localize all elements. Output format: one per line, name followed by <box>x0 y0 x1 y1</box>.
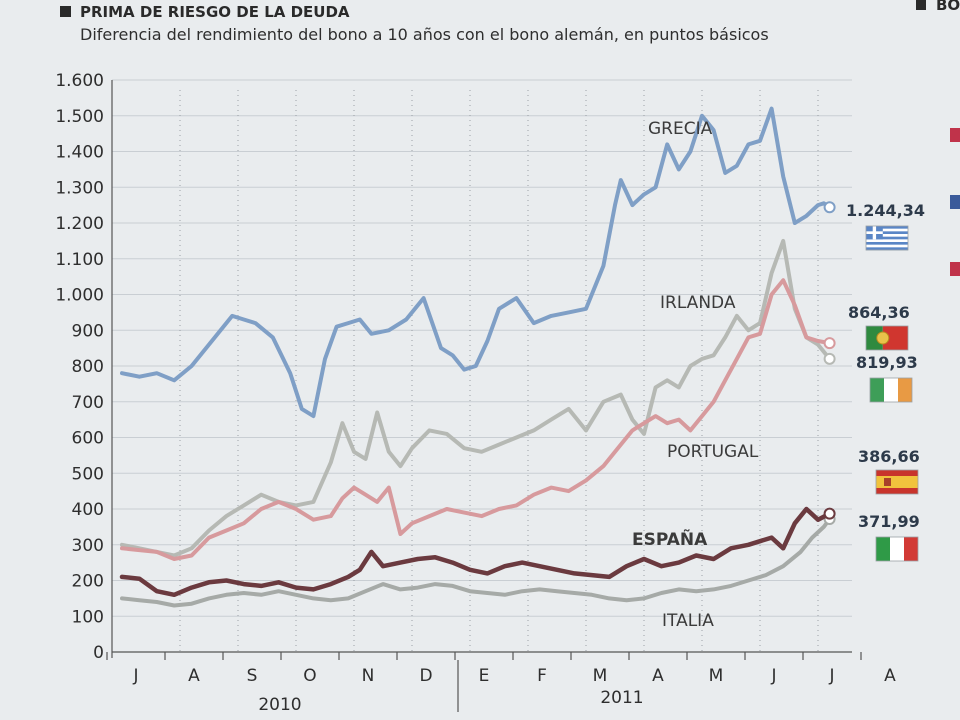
year-label-2010: 2010 <box>258 695 301 715</box>
y-tick-label: 0 <box>93 643 104 663</box>
y-tick-label: 800 <box>72 357 104 377</box>
end-value-italia: 371,99 <box>858 512 920 531</box>
y-tick-label: 400 <box>72 500 104 520</box>
y-tick-label: 300 <box>72 536 104 556</box>
y-tick-label: 600 <box>72 429 104 449</box>
series-line-espana <box>119 506 832 598</box>
x-tick-label: M <box>593 666 608 686</box>
axes: 0 100 200 300 400 500 600 700 800 900 1.000 1.100 1.… <box>55 71 896 715</box>
y-tick-label: 1.200 <box>55 214 104 234</box>
series-labels: GRECIA IRLANDA PORTUGAL ESPAÑA ITALIA <box>632 119 759 631</box>
x-tick-label: F <box>537 666 547 686</box>
series-endpoint-marker <box>823 201 836 214</box>
side-title-bullet-icon <box>916 0 926 10</box>
spain-flag-icon <box>875 469 919 495</box>
end-value-espana: 386,66 <box>858 447 920 466</box>
portugal-flag-icon <box>865 325 909 351</box>
series-label-italia: ITALIA <box>662 611 714 631</box>
series-lines <box>119 106 836 608</box>
end-value-portugal: 864,36 <box>848 303 910 322</box>
y-tick-label: 1.400 <box>55 143 104 163</box>
series-endpoint-marker <box>823 507 836 520</box>
y-tick-label: 200 <box>72 572 104 592</box>
title-bullet-icon <box>60 6 71 17</box>
end-values: 1.244,34 819,93 864,36 386,66 371,99 <box>846 201 925 562</box>
y-tick-label: 1.500 <box>55 107 104 127</box>
y-tick-label: 1.300 <box>55 178 104 198</box>
series-label-portugal: PORTUGAL <box>667 442 759 462</box>
x-tick-label: D <box>419 666 432 686</box>
side-tab-marker <box>950 195 960 209</box>
side-chart-title-fragment: BO <box>936 0 960 14</box>
x-tick-label: J <box>770 666 776 686</box>
y-tick-label: 900 <box>72 321 104 341</box>
chart-subtitle: Diferencia del rendimiento del bono a 10… <box>80 25 769 44</box>
y-tick-label: 700 <box>72 393 104 413</box>
series-endpoint-marker <box>823 352 836 365</box>
italy-flag-icon <box>875 536 919 562</box>
y-tick-label: 1.100 <box>55 250 104 270</box>
x-tick-label: A <box>652 666 664 686</box>
x-tick-label: O <box>303 666 316 686</box>
x-tick-label: A <box>884 666 896 686</box>
x-tick-label: J <box>828 666 834 686</box>
x-tick-label: E <box>479 666 490 686</box>
year-label-2011: 2011 <box>600 688 643 708</box>
side-tab-marker <box>950 128 960 142</box>
series-line-portugal <box>120 278 832 561</box>
series-label-irlanda: IRLANDA <box>660 293 736 313</box>
series-line-italia <box>120 517 832 608</box>
y-tick-label: 500 <box>72 464 104 484</box>
x-tick-label: M <box>709 666 724 686</box>
series-label-espana: ESPAÑA <box>632 527 708 550</box>
x-tick-label: J <box>132 666 138 686</box>
series-line-irlanda <box>120 238 832 558</box>
greece-flag-icon <box>865 225 909 251</box>
series-endpoint-marker <box>823 337 836 350</box>
ireland-flag-icon <box>869 377 913 403</box>
chart-title: PRIMA DE RIESGO DE LA DEUDA <box>80 3 350 21</box>
x-tick-label: N <box>362 666 375 686</box>
y-tick-label: 1.000 <box>55 286 104 306</box>
y-tick-label: 1.600 <box>55 71 104 91</box>
end-value-grecia: 1.244,34 <box>846 201 925 220</box>
series-label-grecia: GRECIA <box>648 119 713 139</box>
grid <box>112 79 852 653</box>
y-tick-label: 100 <box>72 607 104 627</box>
end-value-irlanda: 819,93 <box>856 353 918 372</box>
x-tick-label: A <box>188 666 200 686</box>
series-line-grecia <box>120 106 832 419</box>
x-tick-label: S <box>247 666 258 686</box>
side-tab-marker <box>950 262 960 276</box>
